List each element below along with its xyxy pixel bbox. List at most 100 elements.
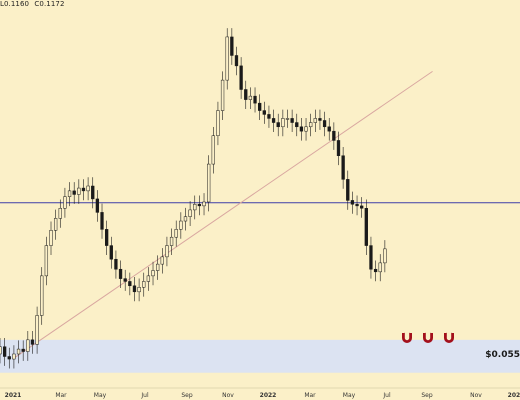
candle-body: [332, 130, 336, 141]
x-tick-label: Mar: [304, 392, 316, 399]
candle-body: [285, 118, 290, 120]
candle-body: [77, 187, 81, 195]
candle-body: [276, 122, 280, 128]
candle-body: [322, 120, 327, 128]
candle-body: [188, 209, 192, 217]
candle-body: [193, 204, 197, 211]
candle-body: [72, 190, 76, 195]
candle-body: [174, 229, 178, 238]
candle-body: [137, 287, 141, 293]
candle-body: [360, 205, 364, 209]
candle-body: [169, 236, 174, 246]
candle-body: [86, 185, 90, 192]
x-tick-label: Jul: [382, 392, 391, 399]
candle-body: [53, 218, 58, 231]
candle-body: [369, 245, 373, 270]
candle-body: [253, 95, 257, 104]
candle-body: [220, 79, 225, 111]
candle-body: [95, 198, 100, 213]
candles: [0, 28, 387, 369]
magnet-icon: [444, 331, 454, 343]
candle-body: [146, 275, 151, 282]
candle-body: [179, 220, 183, 230]
candle-body: [123, 278, 127, 282]
x-tick-label: Nov: [222, 392, 234, 399]
candle-body: [244, 89, 248, 100]
candle-body: [267, 114, 271, 119]
candle-body: [211, 135, 215, 165]
candle-body: [12, 353, 16, 360]
candle-body: [26, 339, 30, 352]
candle-body: [327, 126, 331, 132]
candle-body: [318, 118, 322, 121]
candle-body: [304, 126, 308, 132]
x-tick-label: 2023: [508, 392, 520, 399]
candle-body: [239, 65, 243, 90]
candle-body: [49, 230, 53, 246]
candle-body: [58, 208, 62, 219]
x-tick-label: Nov: [470, 392, 482, 399]
candle-body: [44, 245, 49, 277]
candle-body: [16, 348, 21, 355]
magnet-icon: [423, 331, 433, 343]
x-axis-ticks: 2021 Mar May Jul Sep Nov 2022 Mar May Jul Sep Nov 20…: [5, 392, 520, 399]
candle-body: [341, 155, 345, 180]
candle-body: [373, 268, 378, 273]
close-value: C0.1172: [34, 0, 65, 8]
candle-body: [118, 268, 123, 279]
candle-body: [309, 122, 313, 128]
candle-body: [225, 36, 229, 81]
candle-body: [230, 36, 234, 56]
x-tick-label: May: [343, 392, 356, 399]
x-tick-label: Mar: [55, 392, 67, 399]
candle-body: [151, 270, 155, 277]
candle-body: [109, 245, 113, 260]
support-price-label: $0.055: [485, 350, 520, 361]
candle-body: [271, 118, 276, 123]
candle-body: [100, 212, 104, 230]
candle-body: [202, 201, 206, 207]
low-value: L0.1160: [0, 0, 30, 8]
candle-body: [160, 256, 164, 265]
candle-body: [156, 263, 160, 271]
candle-body: [350, 200, 355, 205]
candle-body: [262, 110, 266, 115]
candle-body: [114, 258, 118, 270]
candle-body: [258, 102, 262, 111]
candle-body: [2, 346, 7, 357]
candle-body: [7, 356, 11, 360]
candle-body: [336, 140, 341, 156]
candle-body: [91, 185, 95, 200]
magnet-icon: [402, 331, 412, 343]
support-zone: [0, 339, 520, 373]
candle-body: [21, 348, 25, 352]
x-tick-label: 2021: [5, 392, 22, 399]
candle-body: [165, 245, 169, 258]
candle-body: [30, 339, 35, 345]
candle-body: [383, 248, 387, 264]
candle-body: [313, 118, 317, 123]
candle-body: [0, 346, 2, 355]
candle-body: [132, 285, 137, 293]
candle-body: [63, 196, 67, 209]
x-tick-label: May: [94, 392, 107, 399]
candle-body: [234, 55, 239, 67]
candle-body: [35, 315, 39, 345]
candle-body: [248, 95, 253, 100]
candle-body: [299, 126, 304, 132]
candle-body: [216, 110, 220, 136]
candle-body: [104, 229, 109, 246]
candle-body: [67, 190, 72, 197]
candle-body: [207, 163, 211, 203]
magnet-icons: [402, 331, 454, 343]
x-tick-label: Jul: [140, 392, 149, 399]
trendline: [12, 70, 433, 360]
candle-body: [40, 275, 44, 316]
x-tick-label: Sep: [181, 392, 193, 399]
x-tick-label: 2022: [260, 392, 277, 399]
candle-body: [290, 118, 294, 123]
candle-body: [197, 204, 202, 207]
ohlc-readout: L0.1160 C0.1172: [0, 0, 68, 8]
candle-body: [378, 262, 382, 273]
